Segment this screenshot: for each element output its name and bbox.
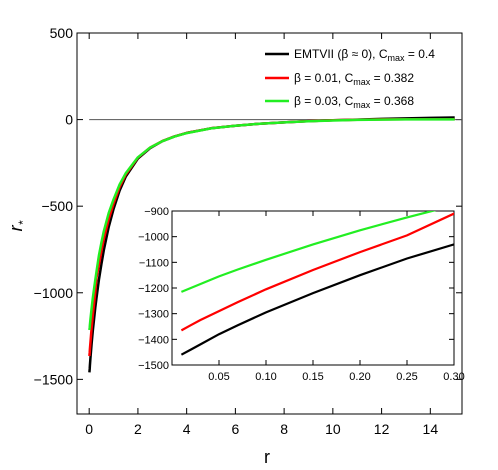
inset-frame	[171, 210, 455, 366]
main-axis-ticks: 0 2 4 6 8 10 12 14 500 0 −500 −1000 −1500	[34, 25, 462, 437]
inset-y-tick-label-5: −1400	[138, 334, 169, 346]
x-tick-label-7: 14	[423, 421, 439, 437]
x-tick-label-0: 0	[85, 421, 93, 437]
inset-axis-ticks: 0.05 0.10 0.15 0.20 0.25 0.30 −900 −1000 −1100 −1…	[138, 206, 465, 383]
inset-x-tick-label-4: 0.25	[396, 371, 417, 383]
y-tick-label-1: 0	[65, 112, 73, 128]
inset-y-tick-label-4: −1300	[138, 309, 169, 321]
inset-series-line-1	[180, 212, 454, 332]
legend-item-1: β = 0.01, Cmax = 0.382	[265, 71, 414, 87]
x-tick-label-6: 12	[374, 421, 390, 437]
y-axis-label-main: r	[6, 224, 26, 231]
inset-chart: 0.05 0.10 0.15 0.20 0.25 0.30 −900 −1000 −1100 −1…	[138, 206, 465, 383]
inset-y-tick-label-3: −1200	[138, 283, 169, 295]
inset-x-tick-label-1: 0.10	[255, 371, 276, 383]
inset-x-tick-label-2: 0.15	[302, 371, 323, 383]
x-tick-label-2: 4	[183, 421, 191, 437]
legend-item-2: β = 0.03, Cmax = 0.368	[265, 94, 414, 110]
inset-y-tick-label-0: −900	[144, 206, 169, 218]
inset-x-tick-label-5: 0.30	[443, 371, 464, 383]
y-tick-label-4: −1500	[34, 371, 74, 387]
x-tick-label-5: 10	[325, 421, 341, 437]
inset-y-tick-label-2: −1100	[139, 257, 169, 269]
plot-frame	[76, 32, 463, 415]
x-axis-label: r	[264, 447, 270, 467]
y-axis-label-subscript: *	[16, 220, 30, 225]
legend-label-1: β = 0.01, Cmax = 0.382	[294, 71, 414, 87]
legend-label-0: EMTVII (β ≈ 0), Cmax = 0.4	[294, 47, 435, 63]
y-axis-label: r*	[6, 220, 30, 231]
inset-y-tick-label-1: −1000	[138, 232, 169, 244]
svg-text:r*: r*	[6, 220, 30, 231]
inset-series-line-0	[180, 243, 454, 356]
x-tick-label-3: 6	[231, 421, 239, 437]
y-tick-label-2: −500	[41, 198, 73, 214]
y-tick-label-3: −1000	[34, 285, 74, 301]
x-tick-label-1: 2	[134, 421, 142, 437]
y-tick-label-0: 500	[50, 25, 74, 41]
inset-series-group	[180, 211, 454, 356]
legend-label-2: β = 0.03, Cmax = 0.368	[294, 94, 414, 110]
inset-x-tick-label-3: 0.20	[349, 371, 370, 383]
inset-series-line-2	[180, 211, 437, 293]
legend: EMTVII (β ≈ 0), Cmax = 0.4 β = 0.01, Cma…	[265, 47, 435, 110]
inset-y-tick-label-6: −1500	[138, 360, 169, 372]
x-tick-label-4: 8	[280, 421, 288, 437]
inset-x-tick-label-0: 0.05	[208, 371, 229, 383]
main-series-group	[88, 116, 455, 373]
series-line-2	[88, 118, 455, 331]
legend-item-0: EMTVII (β ≈ 0), Cmax = 0.4	[265, 47, 435, 63]
